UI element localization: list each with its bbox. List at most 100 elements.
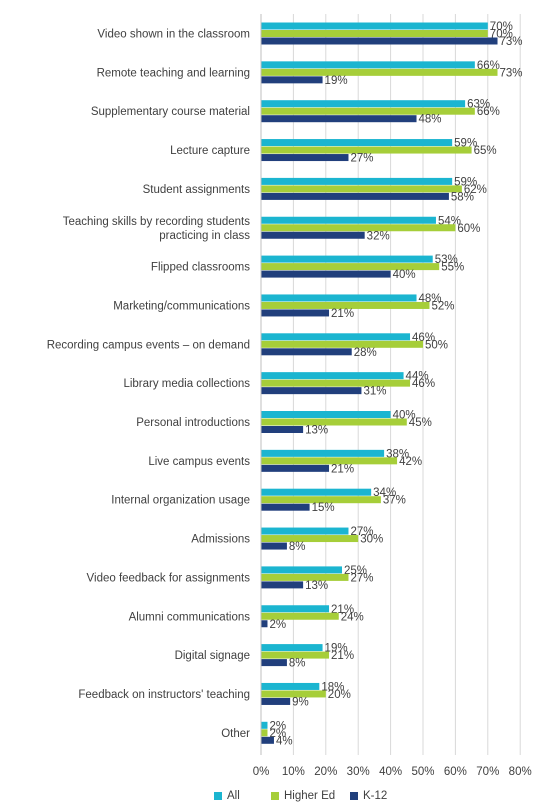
data-label: 13% xyxy=(305,580,328,592)
bar xyxy=(261,690,326,698)
legend-label: K-12 xyxy=(363,790,388,802)
data-label: 19% xyxy=(325,643,348,655)
data-label: 27% xyxy=(350,572,373,584)
data-label: 55% xyxy=(441,262,464,274)
bar xyxy=(261,411,391,418)
bar xyxy=(261,294,417,302)
x-tick-label: 30% xyxy=(347,766,370,778)
bar xyxy=(261,270,391,278)
x-tick-label: 10% xyxy=(282,766,305,778)
bar xyxy=(261,68,498,76)
bar xyxy=(261,177,453,185)
bar xyxy=(261,139,453,147)
data-label: 19% xyxy=(325,75,348,87)
bar xyxy=(261,107,475,115)
data-label: 70% xyxy=(490,21,513,33)
data-label: 4% xyxy=(276,735,293,747)
bar xyxy=(261,697,291,705)
data-label: 37% xyxy=(383,495,406,507)
bar xyxy=(261,736,274,744)
bar xyxy=(261,100,466,108)
data-label: 21% xyxy=(331,650,354,662)
bar xyxy=(261,76,323,84)
category-label: Supplementary course material xyxy=(91,106,250,118)
data-label: 2% xyxy=(269,720,286,732)
bar xyxy=(261,620,268,628)
category-label: Video feedback for assignments xyxy=(87,572,251,584)
data-label: 44% xyxy=(406,371,429,383)
legend-item: Higher Ed xyxy=(271,786,335,806)
legend-swatch xyxy=(350,792,358,800)
bar xyxy=(261,488,372,496)
legend-label: Higher Ed xyxy=(284,790,336,802)
chart-legend: All Higher Ed K-12 xyxy=(0,786,549,806)
data-label: 24% xyxy=(341,611,364,623)
bar xyxy=(261,146,472,154)
data-label: 21% xyxy=(331,308,354,320)
bar xyxy=(261,605,330,613)
x-tick-label: 20% xyxy=(314,766,337,778)
x-tick-label: 60% xyxy=(444,766,467,778)
bar xyxy=(261,22,488,30)
legend-label: All xyxy=(227,790,240,802)
data-label: 52% xyxy=(431,300,454,312)
data-label: 8% xyxy=(289,541,306,553)
data-label: 2% xyxy=(269,619,286,631)
bar xyxy=(261,348,352,356)
data-label: 58% xyxy=(451,191,474,203)
category-label: Live campus events xyxy=(148,456,250,468)
bar xyxy=(261,612,339,620)
category-label: Internal organization usage xyxy=(111,495,250,507)
bar xyxy=(261,581,304,589)
legend-item: K-12 xyxy=(350,786,387,806)
data-label: 15% xyxy=(312,502,335,514)
legend-swatch xyxy=(271,792,279,800)
data-label: 40% xyxy=(393,269,416,281)
bar xyxy=(261,527,349,535)
bar xyxy=(261,566,342,574)
legend-swatch xyxy=(214,792,222,800)
bar xyxy=(261,216,436,224)
category-label: Personal introductions xyxy=(136,417,250,429)
data-label: 46% xyxy=(412,378,435,390)
bar xyxy=(261,426,304,433)
bar xyxy=(261,644,323,652)
data-label: 73% xyxy=(500,67,523,79)
data-label: 9% xyxy=(292,696,309,708)
category-label: Teaching skills by recording students xyxy=(63,216,251,228)
bar xyxy=(261,457,398,465)
bar xyxy=(261,154,349,162)
category-label: Video shown in the classroom xyxy=(97,29,250,41)
bar xyxy=(261,659,287,667)
category-label: Digital signage xyxy=(175,650,250,662)
bar xyxy=(261,301,430,309)
bar xyxy=(261,115,417,123)
data-label: 66% xyxy=(477,106,500,118)
category-label: Feedback on instructors' teaching xyxy=(78,689,250,701)
category-label: Remote teaching and learning xyxy=(97,67,250,79)
data-label: 73% xyxy=(500,36,523,48)
bar xyxy=(261,535,359,543)
bar xyxy=(261,231,365,239)
legend-item: All xyxy=(214,786,240,806)
data-label: 13% xyxy=(305,425,328,437)
bar xyxy=(261,333,411,341)
bar xyxy=(261,192,449,200)
x-tick-label: 70% xyxy=(476,766,499,778)
data-label: 65% xyxy=(474,145,497,157)
data-label: 45% xyxy=(409,417,432,429)
data-label: 20% xyxy=(328,689,351,701)
data-label: 28% xyxy=(354,347,377,359)
data-label: 8% xyxy=(289,658,306,670)
category-label: practicing in class xyxy=(159,230,250,242)
bar xyxy=(261,496,381,504)
bar xyxy=(261,30,488,37)
category-label: Admissions xyxy=(191,534,250,546)
category-label: Lecture capture xyxy=(170,145,250,157)
x-tick-label: 40% xyxy=(379,766,402,778)
category-label: Alumni communications xyxy=(129,611,251,623)
bar xyxy=(261,573,349,581)
bar xyxy=(261,387,362,395)
category-label: Student assignments xyxy=(143,184,251,196)
bar xyxy=(261,379,411,387)
